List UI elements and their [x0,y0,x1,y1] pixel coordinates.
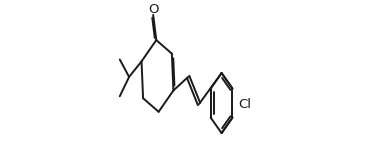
Text: O: O [148,3,159,16]
Text: Cl: Cl [239,98,252,111]
